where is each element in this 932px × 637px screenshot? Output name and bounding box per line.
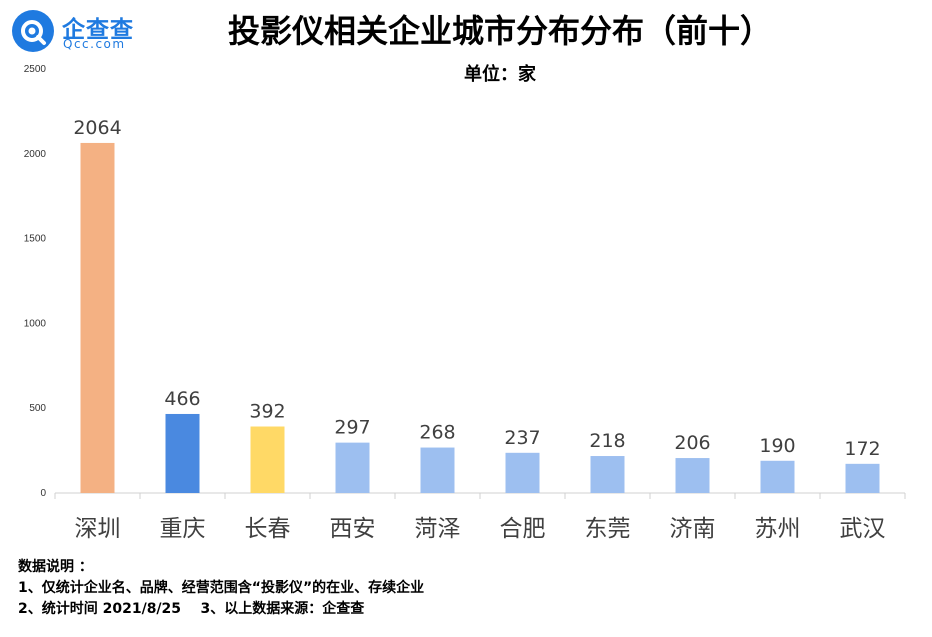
- category-label: 济南: [670, 516, 716, 542]
- category-label: 深圳: [75, 516, 121, 542]
- category-label: 菏泽: [415, 516, 461, 542]
- bar-7: [590, 456, 625, 493]
- category-label: 武汉: [840, 516, 886, 542]
- qcc-logo-icon: [12, 10, 54, 52]
- logo-name: 企查查: [62, 17, 134, 43]
- category-label: 西安: [330, 516, 376, 542]
- y-tick-label: 1000: [24, 318, 47, 329]
- bar-6: [505, 452, 540, 493]
- notes-line-1: 1、仅统计企业名、品牌、经营范围含“投影仪”的在业、存续企业: [18, 580, 425, 596]
- bar-4: [335, 442, 370, 493]
- bar-9: [760, 460, 795, 493]
- y-tick-label: 500: [29, 403, 46, 414]
- category-label: 东莞: [585, 516, 631, 542]
- bar-5: [420, 447, 455, 493]
- notes-heading: 数据说明 ：: [18, 559, 93, 575]
- data-label: 2064: [73, 117, 121, 139]
- bar-chart: 0 500 1000 1500 2000 2500 2064 深圳 466 重庆 392 长春 297 西…: [24, 64, 906, 542]
- bar-3: [250, 426, 285, 493]
- logo-domain: Qcc.com: [63, 37, 126, 51]
- data-label: 268: [419, 422, 455, 444]
- y-tick-label: 2000: [24, 149, 47, 160]
- unit-label: 单位：家: [464, 64, 536, 85]
- data-label: 297: [334, 417, 370, 439]
- chart-title: 投影仪相关企业城市分布分布（前十）: [227, 12, 772, 50]
- qcc-logo: 企查查 Qcc.com: [12, 8, 144, 54]
- bar-8: [675, 458, 710, 493]
- data-label: 392: [249, 401, 285, 423]
- data-label: 172: [844, 438, 880, 460]
- bar-1: [80, 142, 115, 493]
- data-label: 237: [504, 427, 540, 449]
- data-label: 466: [164, 388, 200, 410]
- notes-line-2: 2、统计时间 2021/8/25 3、以上数据来源：企查查: [18, 601, 365, 617]
- y-tick-label: 0: [40, 488, 46, 499]
- category-label: 重庆: [160, 516, 206, 542]
- y-tick-label: 1500: [24, 234, 47, 245]
- data-notes: 数据说明 ： 1、仅统计企业名、品牌、经营范围含“投影仪”的在业、存续企业 2、…: [18, 557, 424, 620]
- bar-10: [845, 463, 880, 493]
- category-label: 苏州: [755, 516, 801, 542]
- data-label: 218: [589, 430, 625, 452]
- category-label: 长春: [245, 516, 291, 542]
- data-label: 206: [674, 432, 710, 454]
- data-label: 190: [759, 435, 795, 457]
- bar-2: [165, 413, 200, 493]
- y-tick-label: 2500: [24, 64, 47, 75]
- category-label: 合肥: [500, 516, 546, 542]
